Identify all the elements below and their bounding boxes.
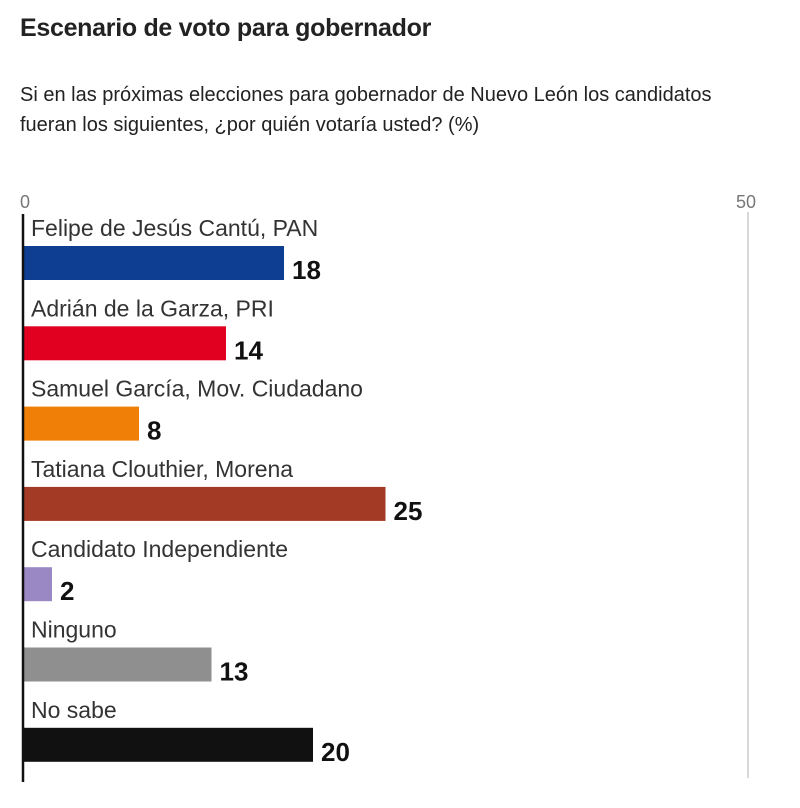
value-label: 13	[220, 657, 249, 687]
bar	[23, 567, 52, 602]
category-label: Candidato Independiente	[31, 536, 288, 562]
bar	[23, 406, 139, 441]
category-label: Samuel García, Mov. Ciudadano	[31, 376, 363, 402]
chart-subtitle: Si en las próximas elecciones para gober…	[20, 84, 712, 136]
value-label: 8	[147, 416, 161, 446]
bar	[23, 246, 284, 280]
chart-title: Escenario de voto para gobernador	[20, 14, 432, 42]
tick-label-50: 50	[736, 192, 756, 212]
value-label: 14	[234, 335, 263, 365]
value-label: 20	[321, 737, 350, 767]
category-label: No sabe	[31, 697, 117, 723]
category-label: Felipe de Jesús Cantú, PAN	[31, 215, 318, 241]
tick-label-0: 0	[20, 192, 30, 212]
bar	[23, 326, 226, 361]
category-label: Ninguno	[31, 617, 117, 643]
category-label: Adrián de la Garza, PRI	[31, 295, 274, 321]
value-label: 18	[292, 255, 321, 285]
value-label: 2	[60, 576, 74, 606]
value-label: 25	[394, 496, 423, 526]
bar	[23, 647, 212, 682]
category-label: Tatiana Clouthier, Morena	[31, 456, 293, 482]
bar	[23, 727, 313, 762]
bar	[23, 486, 386, 521]
